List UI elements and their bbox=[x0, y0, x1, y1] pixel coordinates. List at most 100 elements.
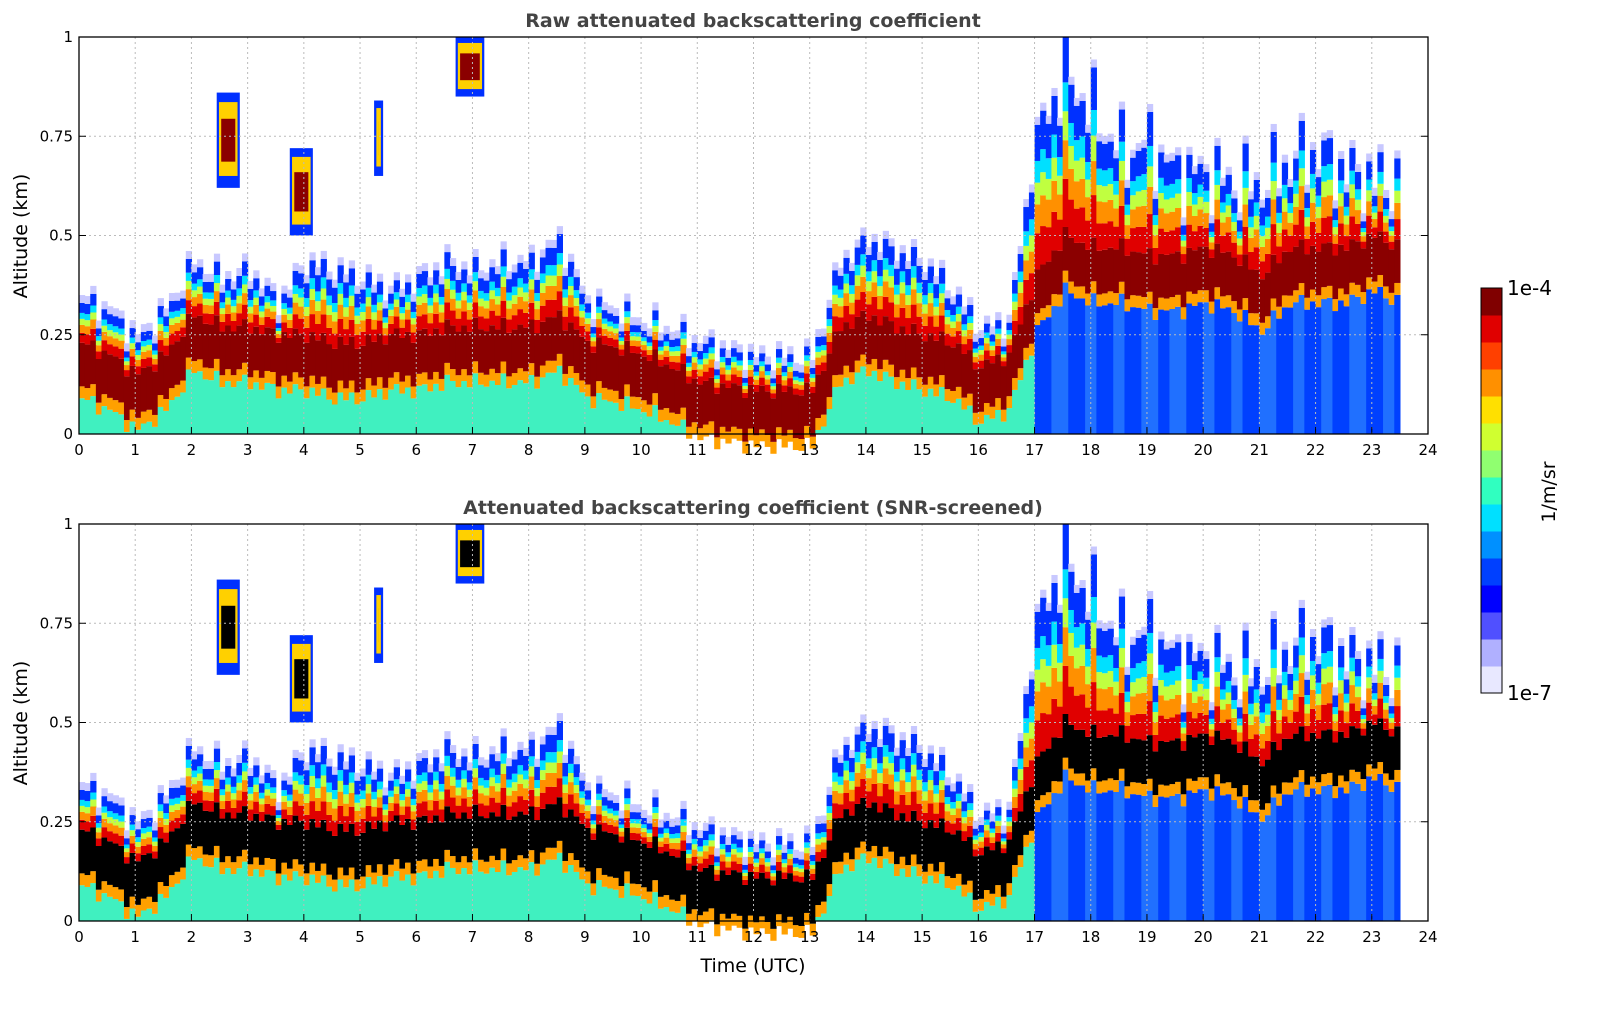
heatmap-cell bbox=[304, 328, 310, 343]
heatmap-cell bbox=[905, 261, 911, 269]
heatmap-cell bbox=[1338, 193, 1344, 206]
heatmap-cell bbox=[855, 752, 861, 762]
heatmap-cell bbox=[776, 914, 782, 926]
heatmap-cell bbox=[225, 778, 231, 785]
heatmap-cell bbox=[855, 773, 861, 787]
heatmap-cell bbox=[843, 761, 849, 771]
heatmap-cell bbox=[304, 298, 310, 307]
heatmap-cell bbox=[1158, 785, 1164, 797]
heatmap-cell bbox=[1186, 791, 1192, 921]
y-axis-label: Altitude (km) bbox=[10, 661, 32, 786]
heatmap-cell bbox=[933, 814, 939, 828]
heatmap-cell bbox=[697, 872, 703, 916]
heatmap-cell bbox=[1035, 161, 1041, 183]
heatmap-cell bbox=[394, 779, 400, 786]
heatmap-cell bbox=[1012, 390, 1018, 434]
heatmap-cell bbox=[287, 801, 293, 807]
heatmap-cell bbox=[248, 307, 254, 314]
heatmap-cell bbox=[1259, 687, 1265, 695]
heatmap-cell bbox=[298, 760, 304, 775]
heatmap-cell bbox=[1040, 308, 1046, 320]
heatmap-cell bbox=[675, 414, 681, 426]
heatmap-cell bbox=[338, 868, 344, 880]
heatmap-cell bbox=[1271, 668, 1277, 686]
heatmap-cell bbox=[815, 358, 821, 365]
heatmap-cell bbox=[163, 326, 169, 332]
heatmap-cell bbox=[641, 887, 647, 899]
heatmap-cell bbox=[225, 271, 231, 279]
heatmap-cell bbox=[1276, 710, 1282, 720]
heatmap-cell bbox=[877, 309, 883, 325]
heatmap-cell bbox=[1119, 294, 1125, 434]
heatmap-cell bbox=[1124, 256, 1130, 300]
heatmap-cell bbox=[793, 858, 799, 864]
heatmap-cell bbox=[961, 897, 967, 921]
heatmap-cell bbox=[332, 790, 338, 799]
heatmap-cell bbox=[1282, 716, 1288, 738]
heatmap-cell bbox=[641, 832, 647, 837]
heatmap-cell bbox=[568, 853, 574, 865]
heatmap-cell bbox=[720, 835, 726, 844]
heatmap-cell bbox=[517, 278, 523, 287]
heatmap-cell bbox=[439, 866, 445, 878]
heatmap-cell bbox=[197, 858, 203, 921]
heatmap-cell bbox=[1046, 687, 1052, 715]
heatmap-cell bbox=[680, 408, 686, 420]
heatmap-cell bbox=[158, 793, 164, 804]
heatmap-cell bbox=[939, 375, 945, 387]
heatmap-cell bbox=[1282, 782, 1288, 794]
heatmap-cell bbox=[534, 377, 540, 389]
heatmap-cell bbox=[175, 317, 181, 323]
heatmap-cell bbox=[1304, 310, 1310, 434]
heatmap-cell bbox=[203, 299, 209, 305]
heatmap-cell bbox=[843, 274, 849, 284]
heatmap-cell bbox=[1018, 380, 1024, 434]
x-tick-label: 0 bbox=[74, 928, 84, 946]
heatmap-cell bbox=[1012, 302, 1018, 310]
heatmap-cell bbox=[855, 275, 861, 285]
heatmap-cell bbox=[624, 317, 630, 323]
heatmap-cell bbox=[714, 379, 720, 383]
raw-backscatter-panel: Raw attenuated backscattering coefficien… bbox=[10, 10, 1438, 459]
heatmap-cell bbox=[512, 287, 518, 296]
heatmap-cell bbox=[242, 305, 248, 319]
heatmap-cell bbox=[815, 329, 821, 337]
heatmap-cell bbox=[1271, 181, 1277, 199]
heatmap-cell bbox=[1383, 785, 1389, 921]
heatmap-cell bbox=[276, 873, 282, 885]
heatmap-cell bbox=[703, 359, 709, 365]
heatmap-cell bbox=[675, 356, 681, 362]
heatmap-cell bbox=[354, 294, 360, 308]
heatmap-cell bbox=[1214, 774, 1220, 786]
heatmap-cell bbox=[1136, 151, 1142, 176]
heatmap-cell bbox=[1169, 717, 1175, 740]
heatmap-cell bbox=[118, 846, 124, 890]
heatmap-cell bbox=[101, 319, 107, 325]
heatmap-cell bbox=[1276, 683, 1282, 700]
heatmap-cell bbox=[945, 298, 951, 310]
heatmap-cell bbox=[180, 807, 186, 815]
heatmap-cell bbox=[152, 427, 158, 434]
heatmap-cell bbox=[1006, 330, 1012, 334]
heatmap-cell bbox=[680, 840, 686, 851]
heatmap-cell bbox=[1203, 164, 1209, 172]
heatmap-cell bbox=[270, 859, 276, 871]
x-tick-label: 10 bbox=[632, 928, 651, 946]
heatmap-cell bbox=[321, 775, 327, 786]
heatmap-cell bbox=[360, 877, 366, 889]
heatmap-cell bbox=[383, 810, 389, 815]
heatmap-cell bbox=[647, 355, 653, 361]
heatmap-cell bbox=[737, 377, 743, 385]
heatmap-cell bbox=[1304, 298, 1310, 310]
heatmap-cell bbox=[427, 823, 433, 867]
heatmap-cell bbox=[590, 327, 596, 333]
heatmap-cell bbox=[1299, 121, 1305, 151]
heatmap-cell bbox=[607, 800, 613, 808]
heatmap-cell bbox=[1096, 202, 1102, 224]
heatmap-cell bbox=[293, 271, 299, 285]
heatmap-cell bbox=[456, 293, 462, 301]
heatmap-cell bbox=[821, 858, 827, 902]
heatmap-cell bbox=[1377, 172, 1383, 184]
heatmap-cell bbox=[383, 831, 389, 875]
heatmap-cell bbox=[1001, 841, 1007, 844]
